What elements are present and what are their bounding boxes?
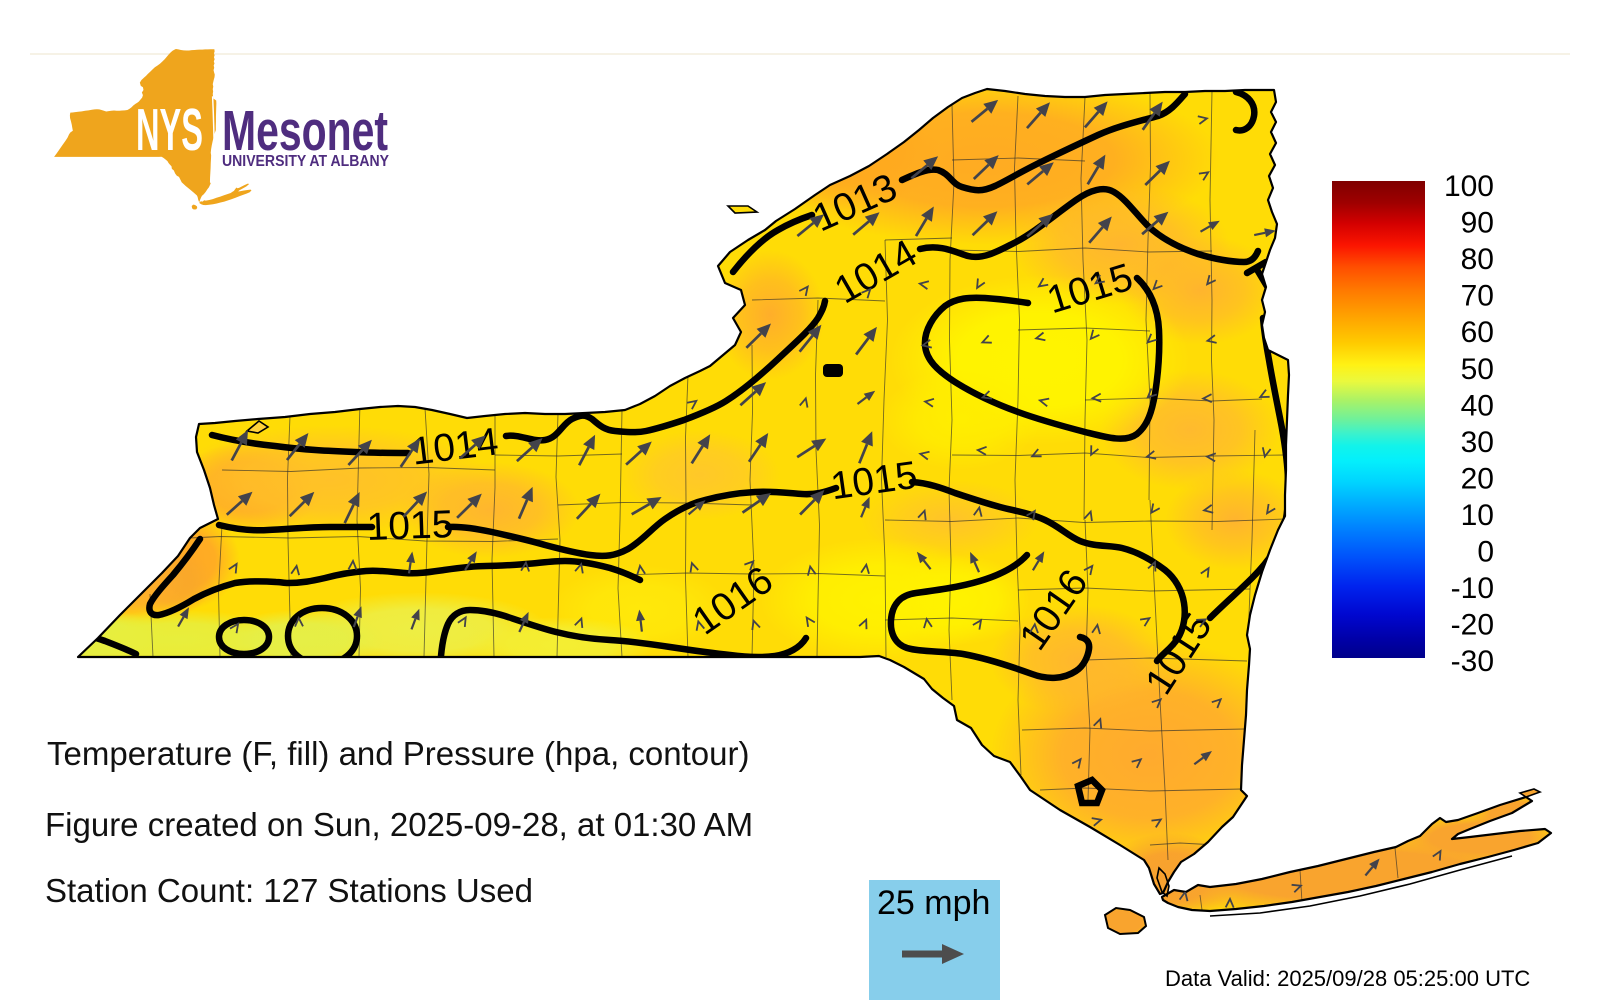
svg-text:70: 70	[1461, 280, 1494, 313]
svg-text:40: 40	[1461, 389, 1494, 422]
svg-text:100: 100	[1444, 170, 1494, 203]
svg-text:UNIVERSITY AT ALBANY: UNIVERSITY AT ALBANY	[222, 153, 389, 170]
svg-text:80: 80	[1461, 243, 1494, 276]
svg-text:Mesonet: Mesonet	[222, 99, 388, 163]
svg-text:20: 20	[1461, 462, 1494, 495]
svg-text:10: 10	[1461, 499, 1494, 532]
svg-text:60: 60	[1461, 316, 1494, 349]
svg-text:1014: 1014	[409, 420, 500, 473]
svg-text:-20: -20	[1451, 609, 1494, 642]
svg-text:-10: -10	[1451, 572, 1494, 605]
svg-text:0: 0	[1477, 536, 1494, 569]
svg-text:NYS: NYS	[136, 97, 203, 163]
svg-text:90: 90	[1461, 207, 1494, 240]
svg-text:50: 50	[1461, 353, 1494, 386]
svg-text:30: 30	[1461, 426, 1494, 459]
svg-text:-30: -30	[1451, 645, 1494, 678]
